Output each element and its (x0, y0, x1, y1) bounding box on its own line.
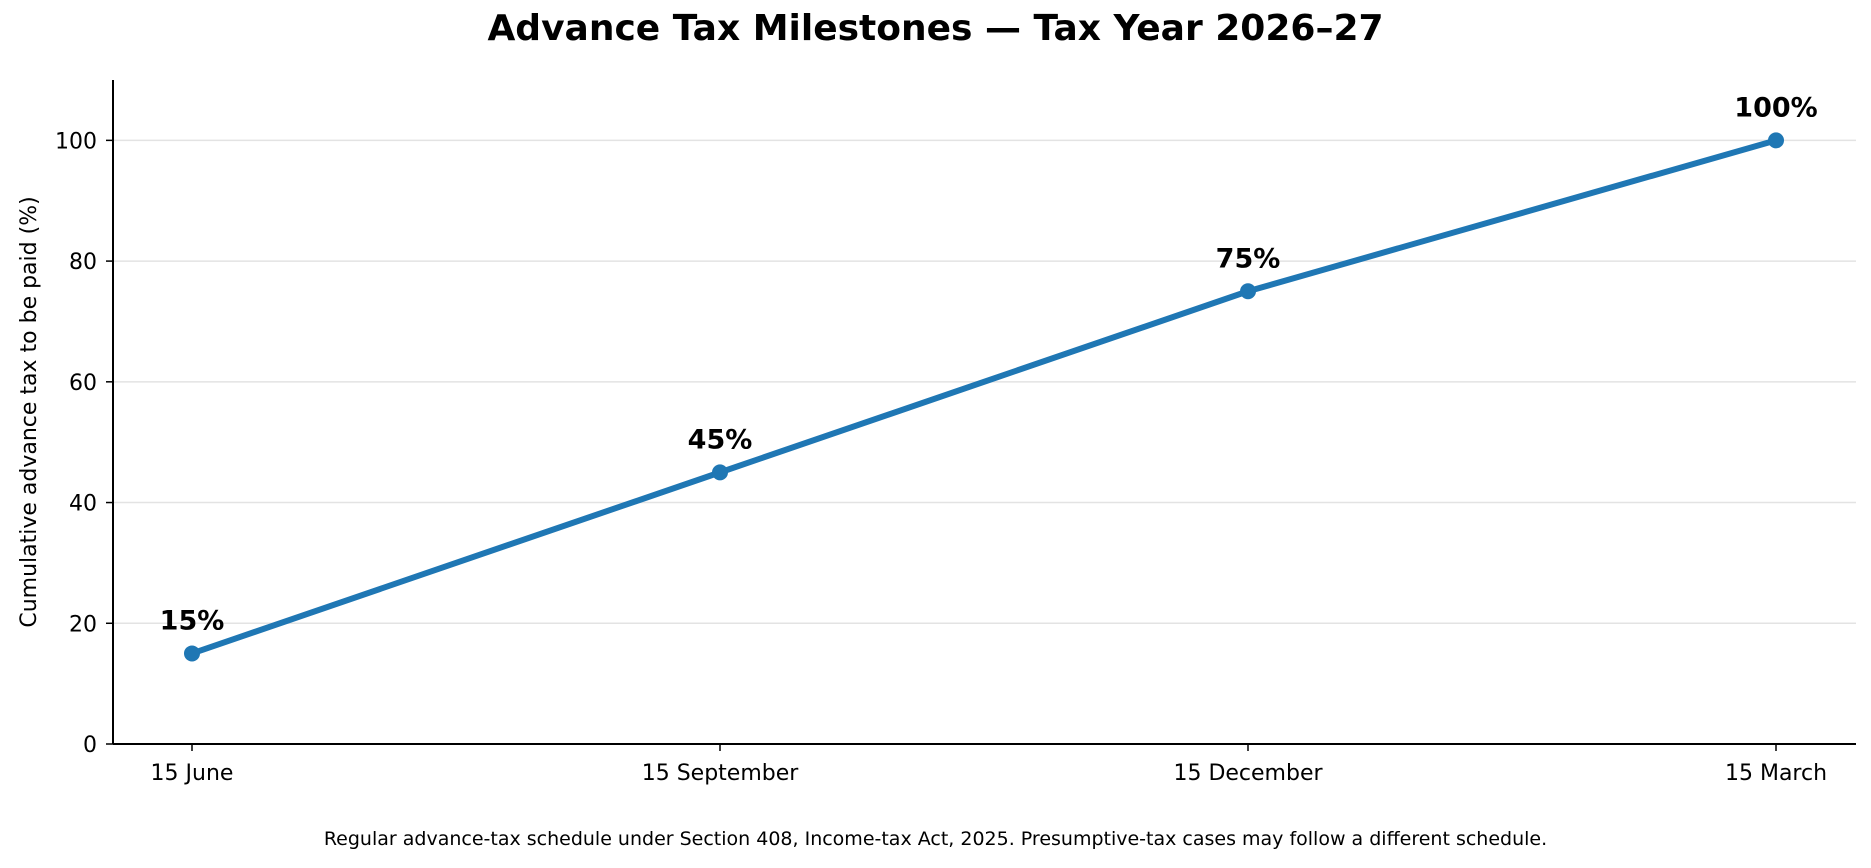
data-label: 75% (1216, 243, 1281, 274)
y-tick-label: 20 (69, 612, 97, 637)
chart-title: Advance Tax Milestones — Tax Year 2026–2… (487, 8, 1384, 49)
x-tick-label: 15 December (1173, 761, 1323, 786)
data-point (712, 464, 728, 481)
data-point (1768, 132, 1784, 149)
y-axis-label: Cumulative advance tax to be paid (%) (17, 196, 42, 627)
x-tick-label: 15 March (1725, 761, 1827, 786)
data-point (1240, 283, 1256, 300)
x-tick-label: 15 June (151, 761, 234, 786)
ticks: 0 20 40 60 80 100 15 June 15 September 15 Decemb… (55, 129, 1827, 786)
series (184, 132, 1784, 662)
series-line (189, 137, 1779, 657)
data-label: 45% (688, 424, 753, 455)
y-tick-label: 100 (55, 129, 97, 154)
data-label: 15% (160, 605, 225, 636)
x-tick-label: 15 September (642, 761, 800, 786)
data-labels: 15% 45% 75% 100% (160, 92, 1818, 636)
y-tick-label: 0 (83, 733, 97, 758)
y-tick-label: 40 (69, 492, 97, 517)
data-label: 100% (1734, 92, 1817, 123)
y-tick-label: 60 (69, 371, 97, 396)
data-point (184, 645, 200, 662)
y-tick-label: 80 (69, 250, 97, 275)
axes (112, 80, 1856, 745)
chart-footnote: Regular advance-tax schedule under Secti… (323, 828, 1548, 850)
